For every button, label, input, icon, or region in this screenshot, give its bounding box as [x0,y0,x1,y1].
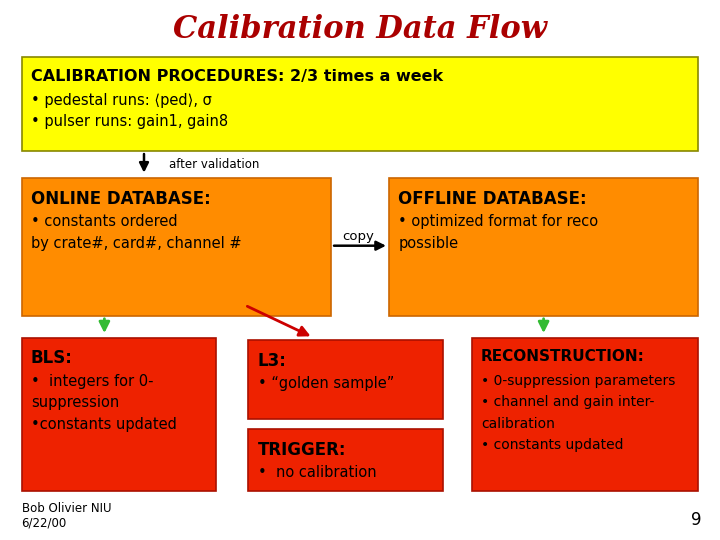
Text: • constants updated: • constants updated [481,438,624,453]
FancyBboxPatch shape [22,57,698,151]
Text: calibration: calibration [481,417,555,431]
FancyBboxPatch shape [248,340,443,418]
Text: • “golden sample”: • “golden sample” [258,376,394,392]
Text: possible: possible [398,236,459,251]
Text: TRIGGER:: TRIGGER: [258,441,346,459]
Text: L3:: L3: [258,352,287,370]
Text: CALIBRATION PROCEDURES: 2/3 times a week: CALIBRATION PROCEDURES: 2/3 times a week [31,69,443,84]
Text: •  integers for 0-: • integers for 0- [31,374,153,389]
Text: copy: copy [342,230,374,243]
Text: • pedestal runs: ⟨ped⟩, σ: • pedestal runs: ⟨ped⟩, σ [31,93,212,108]
Text: by crate#, card#, channel #: by crate#, card#, channel # [31,236,242,251]
Text: •  no calibration: • no calibration [258,465,377,481]
Text: • pulser runs: gain1, gain8: • pulser runs: gain1, gain8 [31,114,228,130]
Text: 9: 9 [691,511,702,529]
FancyBboxPatch shape [248,429,443,491]
FancyBboxPatch shape [389,178,698,316]
Text: suppression: suppression [31,395,120,410]
Text: • 0-suppression parameters: • 0-suppression parameters [481,374,675,388]
Text: ONLINE DATABASE:: ONLINE DATABASE: [31,190,211,208]
Text: after validation: after validation [169,158,260,171]
FancyBboxPatch shape [472,338,698,491]
Text: BLS:: BLS: [31,349,73,367]
Text: • channel and gain inter-: • channel and gain inter- [481,395,654,409]
FancyBboxPatch shape [22,338,216,491]
FancyBboxPatch shape [22,178,331,316]
Text: RECONSTRUCTION:: RECONSTRUCTION: [481,349,645,364]
Text: • optimized format for reco: • optimized format for reco [398,214,598,230]
Text: OFFLINE DATABASE:: OFFLINE DATABASE: [398,190,587,208]
Text: Bob Olivier NIU
6/22/00: Bob Olivier NIU 6/22/00 [22,502,111,530]
Text: Calibration Data Flow: Calibration Data Flow [173,14,547,45]
Text: • constants ordered: • constants ordered [31,214,178,230]
Text: •constants updated: •constants updated [31,417,177,432]
